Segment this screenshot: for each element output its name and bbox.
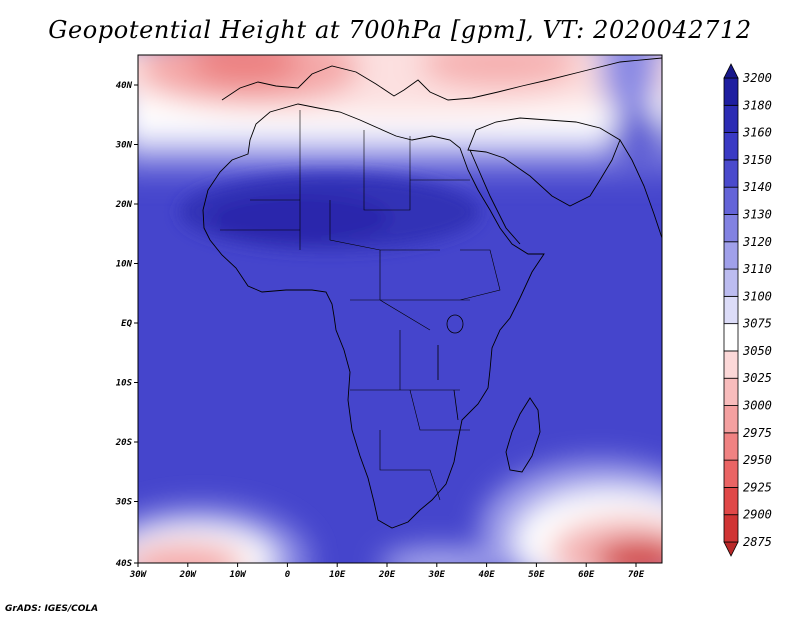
colorbar-box [723,159,739,188]
north-gradient-field [138,55,662,175]
colorbar-box [723,323,739,352]
lon-label: 0 [285,570,291,580]
lat-label: 30N [115,141,133,151]
colorbar-box [723,214,739,243]
lon-label: 50E [528,570,545,580]
coastline-layer [202,57,662,529]
longitude-axis: 30W 20W 10W 0 10E 20E 30E 40E 50E 60E 70E [129,563,645,580]
lon-label: 60E [578,570,595,580]
colorbar-high-triangle [723,63,739,79]
map-frame [137,54,663,564]
colorbar-box [723,132,739,161]
lon-label: 70E [628,570,645,580]
colorbar-label: 2900 [743,508,772,522]
lat-label: 40N [116,81,133,91]
map-title: Geopotential Height at 700hPa [gpm], VT:… [48,16,752,44]
lon-label: 10W [229,570,247,580]
colorbar-low-triangle [723,541,739,557]
europe-coastline [221,57,662,101]
lon-label: 20E [378,570,396,580]
colorbar-label: 3075 [742,317,772,331]
red-sea [469,149,521,245]
colorbar-box [723,77,739,106]
map-plot-area [138,55,662,563]
colorbar-box [723,432,739,461]
colorbar-box [723,268,739,297]
colorbar-label: 3100 [742,289,772,303]
latitude-axis: 40N 30N 20N 10N EQ 10S 20S 30S 40S [115,81,138,569]
colorbar-label: 3130 [742,207,772,221]
colorbar-box [723,295,739,325]
colorbar-box [723,241,739,270]
colorbar-label: 3120 [742,235,772,249]
lon-label: 20W [179,570,198,580]
colorbar-box [723,350,739,379]
lat-label: EQ [121,319,132,329]
colorbar-label: 2950 [743,453,772,467]
colorbar-label: 3160 [742,126,772,140]
madagascar-coastline [505,397,541,473]
colorbar-label: 3180 [742,98,772,112]
lat-label: 20S [115,438,133,448]
colorbar-label: 3140 [742,180,772,194]
colorbar-label: 3025 [742,371,772,385]
colorbar-label: 3200 [742,71,772,85]
colorbar-box [723,405,739,434]
colorbar-box [723,459,739,488]
colorbar-label: 3000 [742,399,772,413]
colorbar-label: 3050 [742,344,772,358]
lon-label: 30E [428,570,446,580]
colorbar-box [723,104,739,133]
lat-label: 40S [116,559,133,569]
colorbar-box [723,377,739,406]
lon-label: 30W [129,570,148,580]
lat-label: 10S [116,379,133,389]
lat-label: 10N [116,260,133,270]
lake-layer [437,314,464,421]
grads-credit: GrADS: IGES/COLA [5,604,99,614]
arabia-coastline [467,117,621,207]
lon-label: 40E [478,570,495,580]
colorbar-box [723,186,739,215]
india-coastline [619,139,662,239]
lat-label: 30S [115,498,133,508]
africa-coastline [202,103,545,529]
border-layer [220,110,501,501]
colorbar-label: 3110 [742,262,772,276]
colorbar-label: 2925 [743,480,772,494]
colorbar: 2875 2900 2925 2950 2975 3000 3025 3050 3075 3100… [723,63,772,557]
lat-label: 20N [115,200,133,210]
colorbar-label: 2975 [743,426,772,440]
lon-label: 10E [329,570,346,580]
colorbar-label: 3150 [742,153,772,167]
colorbar-box [723,487,739,516]
colorbar-label: 2875 [743,535,772,549]
south-gradient-field [138,460,662,563]
colorbar-box [723,514,739,543]
